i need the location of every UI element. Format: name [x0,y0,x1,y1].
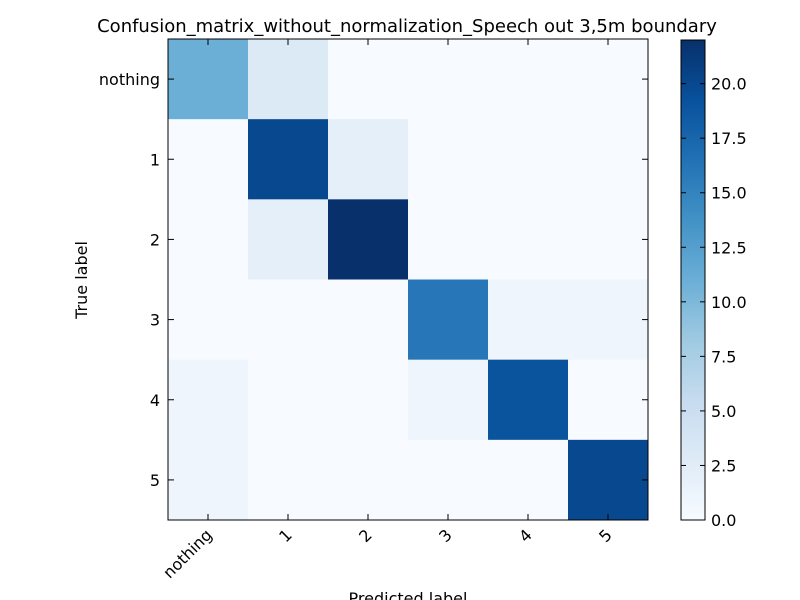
y-tick-label: 3 [150,311,160,330]
y-tick-label: 1 [150,150,160,169]
heatmap-cell [568,439,649,521]
y-tick-label: 4 [150,391,160,410]
colorbar-tick-label: 7.5 [711,347,736,366]
heatmap-cell [488,199,569,280]
heatmap-cell [408,39,489,120]
chart-title: Confusion_matrix_without_normalization_S… [97,16,717,37]
heatmap-cell [568,119,649,200]
heatmap-cell [328,199,409,280]
heatmap-cell [168,39,249,120]
colorbar-tick-label: 0.0 [711,511,736,530]
heatmap-cell [248,359,329,441]
x-tick-label: 5 [595,525,616,546]
heatmap-cell [328,279,409,361]
heatmap-cell [488,119,569,200]
heatmap-cell [248,279,329,361]
heatmap-cell [408,199,489,280]
x-tick-label: nothing [159,525,216,582]
x-tick-label: 3 [435,525,456,546]
heatmap-cell [168,439,249,521]
colorbar-tick-label: 20.0 [711,75,747,94]
heatmap-cell [168,359,249,441]
x-tick-labels: nothing 1 2 3 4 5 [159,525,616,582]
heatmap-cell [168,199,249,280]
colorbar-tick-label: 2.5 [711,456,736,475]
colorbar-tick-label: 10.0 [711,293,747,312]
colorbar-tick-label: 17.5 [711,129,747,148]
y-tick-label: nothing [99,70,160,89]
heatmap-cell [488,39,569,120]
heatmap-cells [168,39,649,521]
x-tick-label: 1 [275,525,296,546]
axis-ticks [168,39,648,520]
heatmap-cell [408,439,489,521]
y-axis-label: True label [72,241,91,320]
heatmap-cell [328,439,409,521]
plot-frame [167,38,649,521]
y-tick-labels: nothing 1 2 3 4 5 [99,70,160,490]
x-tick-label: 4 [515,525,536,546]
x-tick-label: 2 [355,525,376,546]
colorbar-tick-label: 5.0 [711,402,736,421]
heatmap-cell [408,119,489,200]
heatmap-cell [488,439,569,521]
y-tick-label: 5 [150,471,160,490]
heatmap-cell [328,39,409,120]
y-tick-label: 2 [150,230,160,249]
heatmap-cell [408,359,489,441]
heatmap-cell [328,119,409,200]
heatmap-cell [168,119,249,200]
heatmap-cell [168,279,249,361]
heatmap-cell [248,39,329,120]
colorbar-ticks: 0.0 2.5 5.0 7.5 10.0 12.5 15.0 17.5 20.0 [681,75,747,530]
heatmap-cell [488,359,569,441]
heatmap-cell [328,359,409,441]
colorbar-tick-label: 15.0 [711,184,747,203]
heatmap-cell [248,439,329,521]
heatmap-cell [568,39,649,120]
heatmap-cell [248,119,329,200]
heatmap-cell [408,279,489,361]
heatmap-cell [568,199,649,280]
x-axis-label: Predicted label [349,589,468,600]
colorbar-tick-label: 12.5 [711,238,747,257]
heatmap-cell [248,199,329,280]
heatmap-cell [568,359,649,441]
colorbar [680,39,706,521]
heatmap-cell [488,279,569,361]
heatmap-cell [568,279,649,361]
